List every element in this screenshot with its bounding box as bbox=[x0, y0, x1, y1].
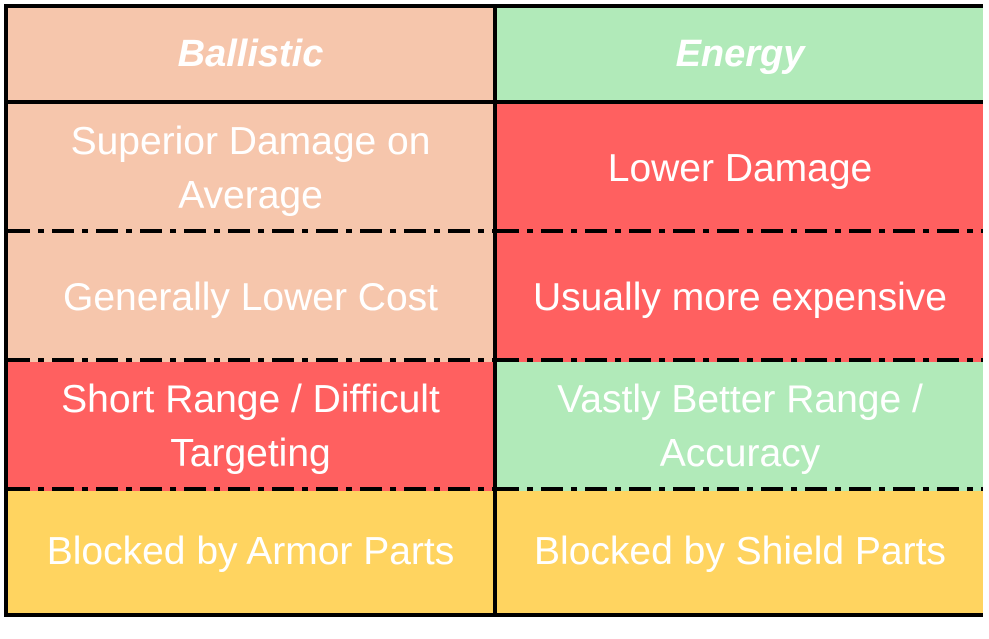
energy-damage-cell: Lower Damage bbox=[497, 104, 983, 233]
header-ballistic: Ballistic bbox=[8, 8, 497, 104]
ballistic-blocked-cell: Blocked by Armor Parts bbox=[8, 491, 497, 613]
energy-blocked-cell: Blocked by Shield Parts bbox=[497, 491, 983, 613]
header-energy: Energy bbox=[497, 8, 983, 104]
ballistic-damage-cell: Superior Damage on Average bbox=[8, 104, 497, 233]
ballistic-range-cell: Short Range / Difficult Targeting bbox=[8, 362, 497, 491]
energy-range-cell: Vastly Better Range / Accuracy bbox=[497, 362, 983, 491]
energy-cost-cell: Usually more expensive bbox=[497, 233, 983, 362]
ballistic-cost-cell: Generally Lower Cost bbox=[8, 233, 497, 362]
comparison-table: Ballistic Energy Superior Damage on Aver… bbox=[4, 4, 983, 617]
